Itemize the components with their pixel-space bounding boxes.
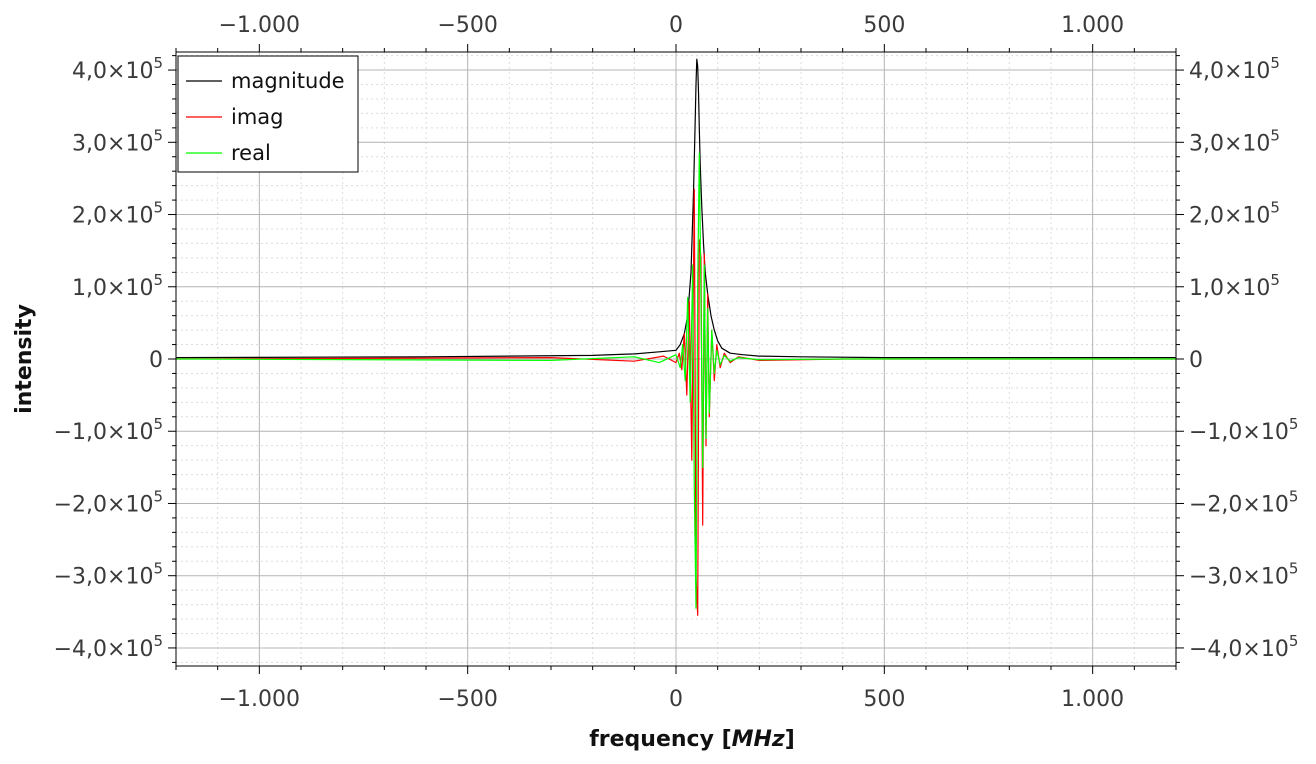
x-tick-label-bottom: −500 [437,687,497,712]
series-line-real [175,152,1176,609]
x-tick-label-top: 1.000 [1061,13,1124,38]
x-tick-label-top: 0 [669,13,683,38]
x-tick-label-bottom: 1.000 [1061,687,1124,712]
legend: magnitude imag real [177,55,359,173]
y-tick-label-right: −3,0×105 [1189,560,1298,590]
x-tick-label-top: 500 [863,13,905,38]
y-tick-label-right: −1,0×105 [1189,415,1298,445]
tick-labels: −1.000 −1.000 −500 −500 0 0 500 500 1.000 1.000 −4… [54,13,1299,712]
x-axis-title: frequency [MHz] [589,727,795,752]
x-tick-label-top: −1.000 [219,13,300,38]
y-tick-label-right: 0 [1189,348,1203,373]
legend-label-magnitude: magnitude [231,69,345,93]
grid [175,52,1177,666]
y-tick-label-left: −2,0×105 [54,487,163,517]
x-tick-label-bottom: 500 [863,687,905,712]
y-tick-label-right: 2,0×105 [1189,199,1280,229]
y-axis-title: intensity [12,304,37,414]
y-tick-label-left: 1,0×105 [72,271,163,301]
y-tick-label-left: 4,0×105 [72,54,163,84]
y-tick-label-right: 3,0×105 [1189,126,1280,156]
y-tick-label-left: 3,0×105 [72,126,163,156]
y-tick-label-left: −4,0×105 [54,632,163,662]
y-tick-label-right: 1,0×105 [1189,271,1280,301]
y-tick-label-left: −1,0×105 [54,415,163,445]
y-tick-label-right: −4,0×105 [1189,632,1298,662]
x-tick-label-bottom: −1.000 [219,687,300,712]
y-tick-label-left: 2,0×105 [72,199,163,229]
legend-label-imag: imag [231,105,284,129]
series-line-magnitude [175,58,1176,359]
legend-label-real: real [231,141,271,165]
x-tick-label-top: −500 [437,13,497,38]
ticks [168,44,1184,674]
x-tick-label-bottom: 0 [669,687,683,712]
series-layer [175,58,1176,617]
y-tick-label-right: −2,0×105 [1189,487,1298,517]
y-tick-label-left: −3,0×105 [54,560,163,590]
y-tick-label-right: 4,0×105 [1189,54,1280,84]
y-tick-label-left: 0 [149,348,163,373]
